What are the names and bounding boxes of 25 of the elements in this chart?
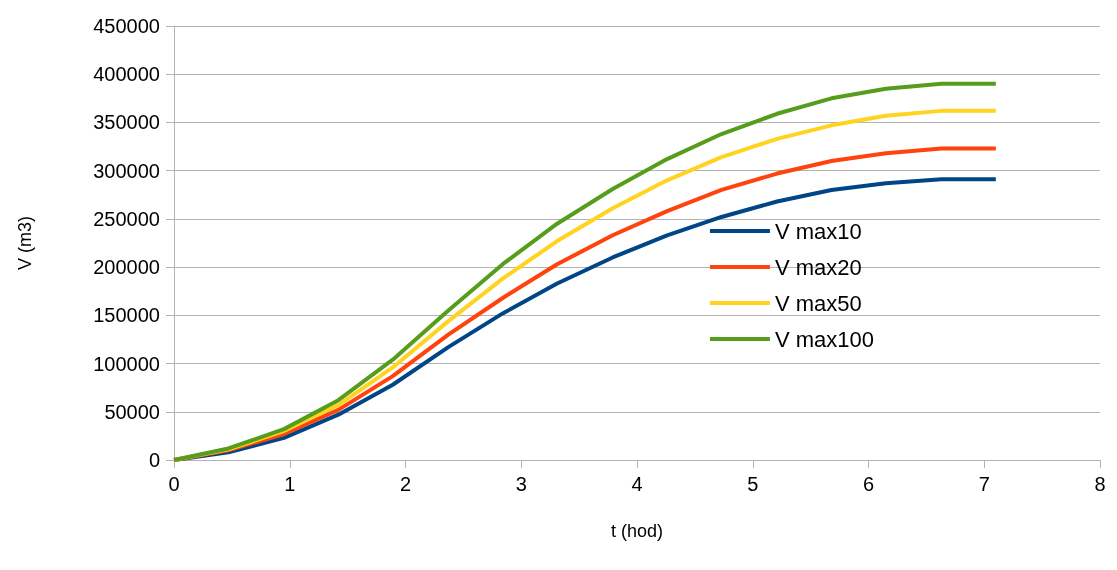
y-tick-label: 50000 <box>104 400 160 423</box>
y-tick-label: 200000 <box>93 256 160 279</box>
legend-label: V max50 <box>774 290 862 316</box>
x-tick-label: 7 <box>978 473 990 495</box>
y-tick-label: 450000 <box>93 15 160 37</box>
x-axis-title: t (hod) <box>610 521 664 541</box>
y-tick-label: 350000 <box>93 111 160 134</box>
y-tick-label: 250000 <box>93 207 160 230</box>
x-tick-label: 0 <box>168 473 180 495</box>
legend-label: V max10 <box>774 218 862 244</box>
legend-label: V max20 <box>774 254 862 280</box>
x-tick-label: 6 <box>862 473 875 495</box>
x-tick-label: 3 <box>515 473 527 495</box>
y-tick-label: 400000 <box>93 63 160 86</box>
legend-label: V max100 <box>774 326 875 352</box>
y-tick-label: 300000 <box>93 159 160 182</box>
y-tick-label: 150000 <box>93 304 160 327</box>
x-tick-label: 2 <box>399 473 412 495</box>
x-tick-label: 1 <box>284 473 296 495</box>
y-axis-title: V (m3) <box>15 216 35 270</box>
y-tick-label: 0 <box>148 449 160 471</box>
y-tick-label: 100000 <box>93 352 160 375</box>
x-tick-label: 5 <box>747 473 759 495</box>
x-tick-label: 4 <box>631 473 643 495</box>
x-tick-label: 8 <box>1094 473 1106 495</box>
